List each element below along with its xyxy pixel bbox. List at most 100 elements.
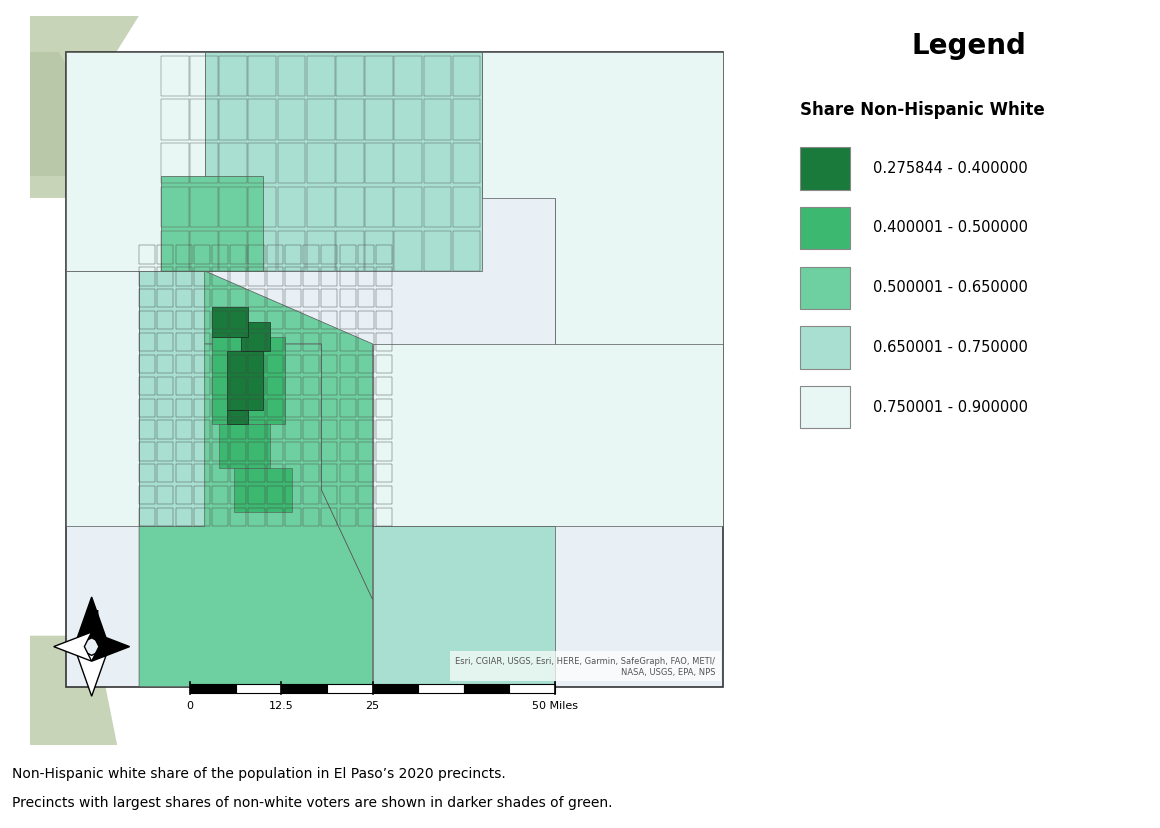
Bar bbox=[194, 443, 210, 461]
Bar bbox=[365, 232, 393, 272]
Bar bbox=[340, 378, 356, 396]
Bar bbox=[139, 465, 155, 483]
Bar bbox=[423, 188, 451, 228]
Bar bbox=[161, 232, 189, 272]
Bar bbox=[158, 355, 173, 373]
Bar bbox=[358, 421, 374, 439]
Bar bbox=[452, 144, 480, 184]
Bar bbox=[248, 334, 264, 352]
Bar bbox=[336, 100, 364, 141]
Bar bbox=[175, 487, 191, 505]
Bar bbox=[285, 355, 302, 373]
Bar bbox=[194, 508, 210, 527]
Bar bbox=[139, 246, 155, 264]
Text: N: N bbox=[85, 609, 99, 627]
Bar bbox=[303, 508, 319, 527]
Bar bbox=[267, 311, 283, 330]
Polygon shape bbox=[204, 53, 481, 272]
Bar bbox=[139, 311, 155, 330]
Bar bbox=[394, 144, 422, 184]
Bar bbox=[158, 311, 173, 330]
Bar bbox=[303, 290, 319, 308]
Bar bbox=[800, 148, 850, 190]
Bar bbox=[248, 487, 264, 505]
Polygon shape bbox=[241, 323, 270, 352]
Bar bbox=[423, 232, 451, 272]
Bar bbox=[321, 334, 338, 352]
Bar bbox=[509, 684, 554, 693]
Polygon shape bbox=[212, 337, 285, 425]
Bar bbox=[248, 188, 276, 228]
Bar bbox=[158, 246, 173, 264]
Text: 50 Miles: 50 Miles bbox=[532, 700, 578, 710]
Bar bbox=[321, 355, 338, 373]
Bar bbox=[307, 232, 334, 272]
Bar bbox=[376, 508, 392, 527]
Bar bbox=[307, 100, 334, 141]
Bar bbox=[303, 443, 319, 461]
Bar bbox=[376, 399, 392, 417]
Bar bbox=[158, 421, 173, 439]
Text: 0.500001 - 0.650000: 0.500001 - 0.650000 bbox=[873, 280, 1028, 295]
Bar bbox=[340, 465, 356, 483]
Bar bbox=[212, 399, 229, 417]
Bar bbox=[358, 378, 374, 396]
Bar bbox=[340, 487, 356, 505]
Bar bbox=[230, 268, 246, 286]
Bar bbox=[358, 399, 374, 417]
Bar bbox=[230, 378, 246, 396]
Bar bbox=[340, 290, 356, 308]
Bar bbox=[212, 421, 229, 439]
Bar bbox=[248, 268, 264, 286]
Bar bbox=[190, 684, 235, 693]
Bar bbox=[194, 246, 210, 264]
Bar bbox=[212, 290, 229, 308]
Bar bbox=[285, 421, 302, 439]
Bar bbox=[340, 443, 356, 461]
Bar bbox=[248, 144, 276, 184]
Bar bbox=[376, 465, 392, 483]
Bar bbox=[365, 56, 393, 97]
Polygon shape bbox=[161, 177, 263, 272]
Bar bbox=[248, 355, 264, 373]
Bar bbox=[376, 421, 392, 439]
Bar bbox=[66, 53, 723, 687]
Bar bbox=[376, 378, 392, 396]
Bar bbox=[175, 508, 191, 527]
Polygon shape bbox=[66, 272, 139, 527]
Bar bbox=[267, 487, 283, 505]
Polygon shape bbox=[139, 272, 204, 527]
Bar bbox=[800, 387, 850, 429]
Bar bbox=[340, 421, 356, 439]
Bar bbox=[464, 684, 509, 693]
Bar bbox=[277, 144, 305, 184]
Bar bbox=[321, 443, 338, 461]
Text: Precincts with largest shares of non-white voters are shown in darker shades of : Precincts with largest shares of non-whi… bbox=[12, 795, 612, 809]
Bar bbox=[358, 246, 374, 264]
Bar bbox=[219, 188, 247, 228]
Bar bbox=[230, 290, 246, 308]
Polygon shape bbox=[204, 272, 372, 599]
Bar bbox=[190, 232, 218, 272]
Bar bbox=[365, 188, 393, 228]
Bar bbox=[248, 508, 264, 527]
Bar bbox=[285, 465, 302, 483]
Bar bbox=[452, 56, 480, 97]
Text: 0.400001 - 0.500000: 0.400001 - 0.500000 bbox=[873, 220, 1028, 235]
Bar bbox=[175, 311, 191, 330]
Bar bbox=[321, 465, 338, 483]
Bar bbox=[248, 399, 264, 417]
Bar bbox=[303, 334, 319, 352]
Bar bbox=[321, 268, 338, 286]
Bar bbox=[212, 311, 229, 330]
Bar bbox=[248, 290, 264, 308]
Bar bbox=[303, 378, 319, 396]
Bar bbox=[267, 421, 283, 439]
Bar bbox=[336, 144, 364, 184]
Bar bbox=[248, 232, 276, 272]
Bar bbox=[376, 355, 392, 373]
Bar bbox=[248, 56, 276, 97]
Polygon shape bbox=[92, 633, 130, 662]
Bar bbox=[267, 443, 283, 461]
Bar bbox=[303, 311, 319, 330]
